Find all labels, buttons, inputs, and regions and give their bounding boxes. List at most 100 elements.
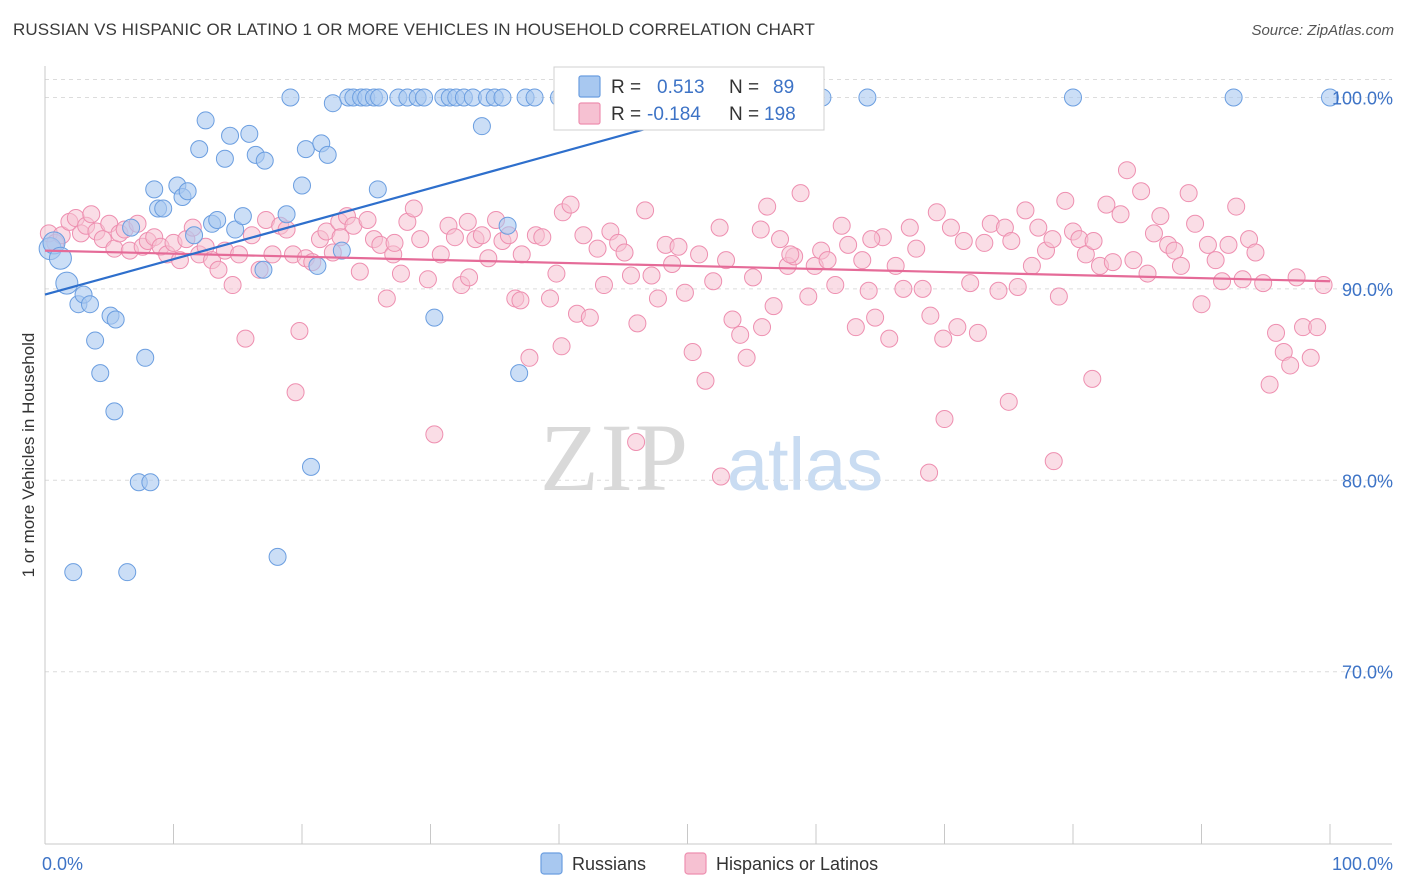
data-point-hispanics <box>1016 201 1035 220</box>
legend-r-value-hispanics: -0.184 <box>647 104 701 125</box>
data-point-hispanics <box>753 318 772 337</box>
data-point-hispanics <box>866 308 885 327</box>
legend-r-label: R = <box>611 104 641 125</box>
legend-swatch-hispanics <box>684 852 707 875</box>
data-point-hispanics <box>1165 241 1184 260</box>
data-point-hispanics <box>1227 197 1246 216</box>
x-tick-label: 100.0% <box>1332 854 1393 874</box>
data-point-hispanics <box>1198 235 1217 254</box>
watermark-zip: ZIP <box>540 404 690 511</box>
legend-label-hispanics: Hispanics or Latinos <box>716 854 878 874</box>
data-point-hispanics <box>1056 191 1075 210</box>
data-point-hispanics <box>781 245 800 264</box>
data-point-hispanics <box>941 218 960 237</box>
data-point-hispanics <box>627 433 646 452</box>
data-point-hispanics <box>1029 218 1048 237</box>
data-point-hispanics <box>472 226 491 245</box>
data-point-hispanics <box>105 239 124 258</box>
data-point-russians <box>178 182 197 201</box>
data-point-russians <box>196 111 215 130</box>
data-point-hispanics <box>859 281 878 300</box>
data-point-hispanics <box>853 251 872 270</box>
data-point-hispanics <box>1138 264 1157 283</box>
grid-lines <box>45 78 1392 673</box>
data-point-russians <box>136 348 155 367</box>
data-point-russians <box>293 176 311 195</box>
data-point-russians <box>91 364 110 383</box>
data-point-hispanics <box>1219 235 1238 254</box>
data-point-hispanics <box>927 203 946 222</box>
data-point-hispanics <box>1314 276 1333 295</box>
data-point-hispanics <box>628 314 647 333</box>
data-point-russians <box>318 145 337 164</box>
watermark: ZIP atlas <box>540 404 883 511</box>
data-point-hispanics <box>223 276 242 295</box>
data-point-hispanics <box>723 310 742 329</box>
data-point-russians <box>215 149 234 168</box>
data-point-hispanics <box>533 228 552 247</box>
x-tick-label: 0.0% <box>42 854 83 874</box>
legend-r-label: R = <box>611 77 641 98</box>
data-point-russians <box>1224 88 1243 107</box>
data-point-hispanics <box>358 210 377 229</box>
data-point-hispanics <box>460 268 479 287</box>
data-point-hispanics <box>93 230 112 249</box>
data-point-russians <box>86 331 105 350</box>
data-point-hispanics <box>704 272 723 291</box>
data-point-hispanics <box>1287 268 1306 287</box>
data-point-hispanics <box>744 268 763 287</box>
data-point-hispanics <box>290 321 309 340</box>
y-tick-label: 80.0% <box>1342 471 1393 491</box>
data-point-russians <box>1064 88 1082 107</box>
data-point-hispanics <box>818 251 837 270</box>
data-point-hispanics <box>961 274 980 293</box>
trend-line-hispanics <box>44 249 1331 283</box>
data-point-russians <box>498 216 517 235</box>
data-point-russians <box>370 88 389 107</box>
data-point-hispanics <box>1097 195 1116 214</box>
data-point-russians <box>323 94 342 113</box>
data-point-hispanics <box>1111 205 1130 224</box>
data-point-russians <box>858 88 877 107</box>
data-point-hispanics <box>989 281 1008 300</box>
data-point-hispanics <box>710 218 729 237</box>
data-point-hispanics <box>1213 272 1232 291</box>
data-point-russians <box>425 308 444 327</box>
y-tick-label: 90.0% <box>1342 280 1393 300</box>
data-point-hispanics <box>975 233 994 252</box>
data-point-hispanics <box>1117 161 1136 180</box>
data-point-hispanics <box>1044 452 1063 471</box>
data-point-russians <box>472 117 491 136</box>
data-point-hispanics <box>663 254 682 273</box>
data-point-hispanics <box>731 325 750 344</box>
data-point-russians <box>1321 88 1339 107</box>
legend-n-value-russians: 89 <box>773 77 794 98</box>
data-point-hispanics <box>385 233 404 252</box>
data-point-hispanics <box>1308 318 1327 337</box>
data-point-russians <box>48 246 72 270</box>
data-point-hispanics <box>999 392 1018 411</box>
data-point-hispanics <box>1049 287 1068 306</box>
data-point-russians <box>122 218 141 237</box>
data-point-hispanics <box>690 245 709 264</box>
legend-label-russians: Russians <box>572 854 646 874</box>
data-point-hispanics <box>764 297 783 316</box>
data-point-russians <box>141 473 160 492</box>
data-point-russians <box>308 256 327 275</box>
y-axis-label: 1 or more Vehicles in Household <box>19 333 38 578</box>
data-point-russians <box>254 260 273 279</box>
data-point-hispanics <box>1267 323 1286 342</box>
series-legend: Russians Hispanics or Latinos <box>540 852 878 875</box>
axes <box>44 66 1392 845</box>
data-point-russians <box>281 88 300 107</box>
legend-n-value-hispanics: 198 <box>764 104 796 125</box>
data-point-russians <box>301 457 320 476</box>
legend-swatch-russians <box>540 852 563 875</box>
y-tick-labels: 70.0% 80.0% 90.0% 100.0% <box>1332 88 1393 682</box>
data-point-russians <box>415 88 434 107</box>
source-label: Source: ZipAtlas.com <box>1251 22 1394 39</box>
data-point-hispanics <box>642 266 661 285</box>
data-point-hispanics <box>954 232 973 251</box>
y-tick-label: 70.0% <box>1342 663 1393 683</box>
data-point-hispanics <box>636 201 655 220</box>
